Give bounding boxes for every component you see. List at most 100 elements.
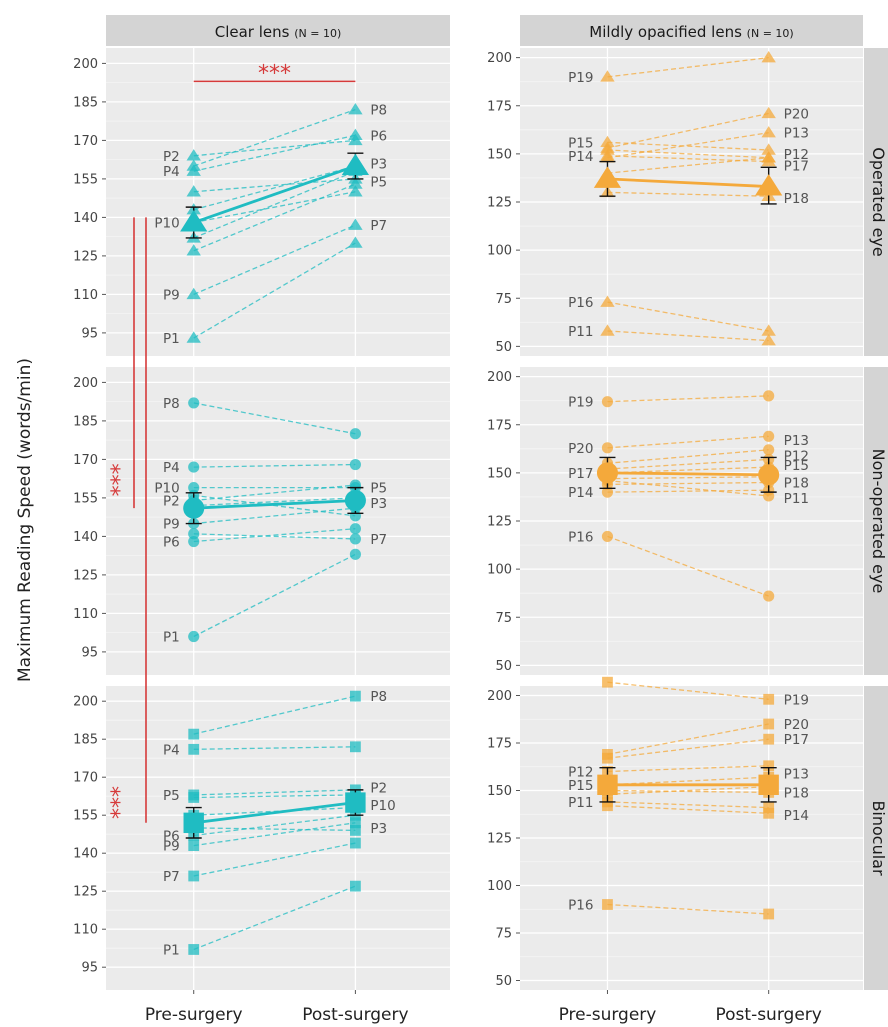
- participant-point-pre: [600, 143, 615, 155]
- mean-point-post: [341, 153, 369, 175]
- participant-point-pre: [188, 397, 200, 409]
- participant-label: P1: [163, 630, 180, 646]
- y-tick-label: 50: [495, 340, 512, 355]
- participant-point-pre: [601, 442, 614, 454]
- participant-point-pre: [601, 530, 614, 542]
- y-tick-label: 50: [495, 659, 512, 674]
- participant-point-pre: [186, 185, 201, 197]
- y-tick-label: 200: [73, 57, 98, 72]
- y-axis-title: Maximum Reading Speed (words/min): [15, 358, 35, 682]
- participant-point-post: [350, 837, 361, 849]
- column-n-label: (N = 10): [294, 27, 341, 40]
- mean-line: [193, 164, 356, 224]
- mean-point-pre: [183, 812, 204, 833]
- row-strip: [864, 686, 888, 990]
- participant-line: [193, 885, 356, 951]
- participant-line: [193, 463, 356, 468]
- participant-line: [193, 183, 356, 252]
- participant-line: [607, 449, 769, 464]
- participant-point-pre: [601, 396, 614, 408]
- participant-line: [607, 476, 769, 480]
- participant-line: [607, 155, 769, 163]
- participant-line: [193, 533, 356, 540]
- y-tick-label: 110: [73, 923, 98, 938]
- panel-1-1: 50 75 100 125 150 175 200 P19 P20 P17 P14 P16 P13P12…: [487, 367, 863, 675]
- participant-point-pre: [186, 149, 201, 161]
- participant-label: P14: [784, 808, 809, 824]
- participant-label: P12: [784, 449, 809, 465]
- mean-line: [193, 801, 356, 825]
- participant-point-pre: [188, 792, 200, 803]
- mean-point-pre: [596, 462, 619, 484]
- participant-point-pre: [188, 482, 200, 494]
- participant-label: P8: [370, 689, 387, 705]
- participant-point-post: [763, 718, 775, 730]
- participant-label: P12: [568, 765, 593, 781]
- participant-line: [607, 132, 769, 159]
- participant-line: [193, 165, 356, 211]
- participant-line: [193, 822, 356, 847]
- participant-point-pre: [188, 944, 200, 955]
- participant-label: P7: [163, 869, 180, 885]
- participant-point-pre: [602, 800, 613, 812]
- y-tick-label: 200: [73, 376, 98, 391]
- participant-point-post: [349, 548, 361, 560]
- participant-point-post: [763, 760, 775, 772]
- participant-label: P17: [784, 732, 809, 748]
- participant-line: [607, 301, 769, 332]
- participant-label: P1: [163, 942, 180, 958]
- y-tick-label: 95: [81, 961, 98, 976]
- participant-label: P13: [784, 126, 809, 142]
- participant-label: P15: [568, 135, 593, 151]
- y-tick-label: 200: [487, 51, 512, 66]
- y-tick-label: 125: [73, 249, 98, 264]
- y-tick-label: 75: [495, 611, 512, 626]
- participant-label: P6: [163, 535, 180, 551]
- participant-line: [607, 149, 769, 159]
- participant-label: P9: [163, 839, 180, 855]
- participant-point-pre: [600, 324, 615, 336]
- row-strip-label: Operated eye: [869, 147, 888, 257]
- y-tick-label: 110: [73, 607, 98, 622]
- participant-line: [193, 484, 356, 502]
- participant-line: [193, 842, 356, 877]
- participant-line: [607, 56, 769, 78]
- participant-line: [607, 723, 769, 756]
- participant-line: [607, 481, 769, 486]
- row-strip: [864, 367, 888, 675]
- participant-point-post: [350, 880, 361, 892]
- panel-background: [106, 686, 450, 990]
- participant-label: P19: [568, 395, 593, 411]
- y-tick-label: 155: [73, 809, 98, 824]
- row-strip-label: Binocular: [869, 800, 888, 876]
- participant-label: P11: [568, 324, 593, 340]
- participant-label: P15: [784, 458, 809, 474]
- participant-label: P11: [568, 795, 593, 811]
- participant-line: [193, 507, 356, 525]
- participant-point-post: [763, 430, 775, 442]
- participant-point-post: [761, 143, 776, 155]
- panels-layer: Clear lens (N = 10) Mildly opacified lens…: [73, 15, 888, 1025]
- participant-line: [607, 458, 769, 470]
- participant-point-post: [348, 218, 363, 230]
- participant-line: [193, 794, 356, 799]
- mean-line: [193, 499, 356, 510]
- row-strip-label: Non-operated eye: [869, 449, 888, 594]
- participant-point-post: [763, 693, 775, 705]
- participant-point-pre: [188, 630, 200, 643]
- y-tick-label: 140: [73, 847, 98, 862]
- participant-line: [607, 535, 769, 597]
- column-title-text: Clear lens: [215, 23, 294, 41]
- participant-line: [193, 108, 356, 167]
- participant-point-pre: [602, 899, 613, 910]
- participant-label: P7: [370, 218, 387, 234]
- participant-point-post: [763, 908, 775, 920]
- participant-line: [607, 801, 769, 809]
- x-tick-label: Pre-surgery: [559, 1005, 657, 1025]
- participant-line: [193, 695, 356, 735]
- participant-point-pre: [188, 535, 200, 548]
- participant-point-pre: [186, 244, 201, 256]
- y-tick-label: 170: [73, 771, 98, 786]
